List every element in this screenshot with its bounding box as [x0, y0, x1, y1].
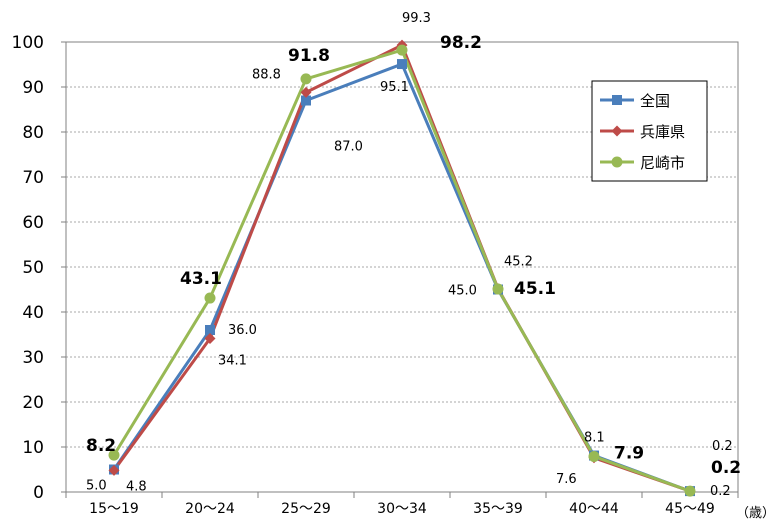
y-tick-label: 70 — [22, 168, 44, 188]
x-tick-label: 35〜39 — [473, 501, 523, 517]
x-tick-label: 30〜34 — [377, 501, 427, 517]
legend-label: 兵庫県 — [640, 123, 685, 141]
data-point-square — [301, 95, 311, 106]
data-label: 95.1 — [380, 80, 409, 95]
data-point-circle — [204, 292, 216, 304]
data-label: 7.9 — [614, 443, 644, 463]
data-label: 88.8 — [252, 67, 281, 82]
data-label: 8.2 — [86, 436, 116, 456]
data-point-circle — [396, 44, 408, 56]
data-point-circle — [611, 156, 623, 168]
data-label: 45.1 — [514, 279, 556, 299]
data-label: 98.2 — [440, 33, 482, 53]
data-point-circle — [588, 450, 600, 462]
data-point-diamond — [108, 464, 120, 476]
y-tick-label: 50 — [22, 258, 44, 278]
data-label: 45.2 — [504, 255, 533, 270]
data-point-square — [612, 95, 622, 105]
data-label: 91.8 — [288, 46, 330, 66]
x-unit-label: （歳） — [736, 506, 768, 519]
data-point-circle — [684, 485, 696, 497]
x-tick-label: 40〜44 — [569, 501, 619, 517]
data-label: 34.1 — [218, 354, 247, 369]
data-label: 43.1 — [180, 269, 222, 289]
y-tick-label: 0 — [33, 483, 44, 503]
y-tick-label: 20 — [22, 393, 44, 413]
data-point-circle — [108, 449, 120, 461]
data-label: 45.0 — [448, 284, 477, 299]
y-tick-label: 60 — [22, 213, 44, 233]
y-tick-label: 10 — [22, 438, 44, 458]
data-label: 8.1 — [584, 431, 605, 446]
data-label: 87.0 — [334, 140, 363, 155]
data-label: 0.2 — [712, 439, 733, 454]
data-label: 99.3 — [402, 11, 431, 26]
y-tick-label: 80 — [22, 123, 44, 143]
x-tick-label: 15〜19 — [89, 501, 139, 517]
data-label: 4.8 — [126, 479, 147, 494]
data-point-diamond — [611, 125, 623, 137]
x-tick-label: 45〜49 — [665, 501, 715, 517]
data-label: 5.0 — [86, 479, 107, 494]
x-tick-label: 20〜24 — [185, 501, 235, 517]
data-label: 0.2 — [710, 484, 731, 499]
y-tick-label: 40 — [22, 303, 44, 323]
data-point-diamond — [204, 333, 216, 345]
data-label: 0.2 — [711, 458, 741, 478]
data-point-circle — [300, 73, 312, 85]
data-point-square — [397, 59, 407, 70]
data-point-circle — [492, 283, 504, 295]
x-tick-label: 25〜29 — [281, 501, 331, 517]
legend-label: 尼崎市 — [640, 154, 685, 172]
data-label: 7.6 — [556, 472, 577, 487]
y-tick-label: 90 — [22, 78, 44, 98]
data-point-diamond — [300, 86, 312, 98]
data-point-square — [205, 325, 215, 335]
y-tick-label: 100 — [12, 33, 44, 53]
data-label: 36.0 — [228, 323, 257, 338]
legend-label: 全国 — [640, 92, 670, 110]
y-tick-label: 30 — [22, 348, 44, 368]
